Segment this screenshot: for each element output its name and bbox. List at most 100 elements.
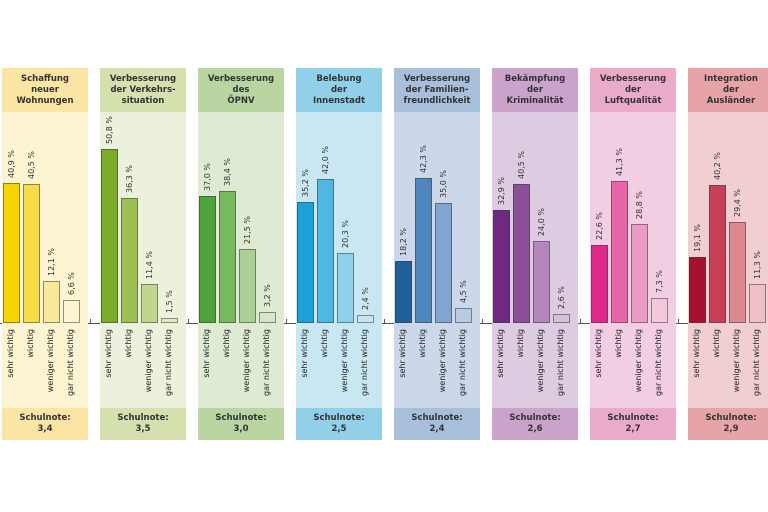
data-label: 6,6 % [67,272,76,296]
grade-footer: Schulnote: 3,4 [2,408,88,440]
category-label: sehr wichtig [6,329,15,378]
bar-sehr-wichtig [297,202,314,323]
grade-footer: Schulnote: 2,4 [394,408,480,440]
bar-wichtig [23,184,40,323]
grade-value: 2,7 [625,424,641,434]
data-label: 32,9 % [497,177,506,206]
chart-panel: Verbesserung der Verkehrs- situation Schu… [100,68,186,440]
bar-weniger-wichtig [533,240,550,323]
category-label: wichtig [124,329,133,358]
category-label: gar nicht wichtig [164,329,173,396]
grade-value: 3,5 [135,424,151,434]
data-label: 11,4 % [145,250,154,279]
bar-wichtig [415,177,432,323]
bar-sehr-wichtig [689,257,706,323]
data-label: 4,5 % [459,279,468,303]
data-label: 18,2 % [399,227,408,256]
data-label: 19,1 % [693,224,702,253]
data-label: 42,0 % [321,145,330,174]
bar-gar-nicht-wichtig [63,300,80,323]
axis-tick [678,319,679,324]
bar-wichtig [121,198,138,323]
bar-sehr-wichtig [3,182,20,323]
grade-label: Schulnote: [117,413,169,423]
axis-tick [580,319,581,324]
chart-panel: Belebung der Innenstadt Schulnote: 2,5 35,2… [296,68,382,440]
category-label: wichtig [222,329,231,358]
grade-label: Schulnote: [705,413,757,423]
category-label: gar nicht wichtig [458,329,467,396]
panel-title: Verbesserung des ÖPNV [198,68,284,112]
grade-value: 2,6 [527,424,543,434]
axis-tick [188,319,189,324]
axis-tick [286,319,287,324]
bar-sehr-wichtig [101,148,118,323]
category-label: gar nicht wichtig [262,329,271,396]
data-label: 50,8 % [105,115,114,144]
bar-gar-nicht-wichtig [455,307,472,323]
data-label: 12,1 % [47,248,56,277]
chart-panel: Integration der Ausländer Schulnote: 2,9 19… [688,68,768,440]
bar-weniger-wichtig [435,202,452,323]
category-label: sehr wichtig [496,329,505,378]
category-label: wichtig [614,329,623,358]
bar-sehr-wichtig [591,245,608,323]
grade-value: 3,0 [233,424,249,434]
category-label: weniger wichtig [46,329,55,393]
category-label: wichtig [418,329,427,358]
bar-weniger-wichtig [43,281,60,323]
category-label: wichtig [320,329,329,358]
axis-tick [482,319,483,324]
category-label: sehr wichtig [202,329,211,378]
grade-footer: Schulnote: 2,9 [688,408,768,440]
category-label: sehr wichtig [594,329,603,378]
grade-label: Schulnote: [607,413,659,423]
category-label: gar nicht wichtig [752,329,761,396]
bar-wichtig [219,191,236,323]
panel-title: Belebung der Innenstadt [296,68,382,112]
category-label: gar nicht wichtig [556,329,565,396]
axis-tick [90,319,91,324]
bar-weniger-wichtig [729,222,746,323]
category-label: weniger wichtig [634,329,643,393]
category-label: sehr wichtig [398,329,407,378]
data-label: 7,3 % [655,270,664,293]
panel-title: Verbesserung der Familien- freundlichkei… [394,68,480,112]
category-label: wichtig [516,329,525,358]
grade-label: Schulnote: [411,413,463,423]
data-label: 20,3 % [341,220,350,249]
grade-footer: Schulnote: 2,6 [492,408,578,440]
bar-gar-nicht-wichtig [651,297,668,323]
data-label: 38,4 % [223,158,232,187]
data-label: 36,3 % [125,165,134,194]
category-label: sehr wichtig [104,329,113,378]
grade-value: 2,4 [429,424,445,434]
data-label: 28,8 % [635,191,644,220]
panel-title: Verbesserung der Verkehrs- situation [100,68,186,112]
category-label: weniger wichtig [438,329,447,393]
grade-label: Schulnote: [19,413,71,423]
category-label: sehr wichtig [692,329,701,378]
grade-value: 3,4 [37,424,53,434]
data-label: 40,9 % [7,149,16,178]
bar-wichtig [513,184,530,323]
category-label: wichtig [26,329,35,358]
bar-gar-nicht-wichtig [357,314,374,323]
grade-label: Schulnote: [313,413,365,423]
data-label: 2,4 % [361,286,370,310]
data-label: 40,2 % [713,152,722,181]
data-label: 11,3 % [753,251,762,280]
data-label: 37,0 % [203,163,212,192]
panel-title: Integration der Ausländer [688,68,768,112]
data-label: 2,6 % [557,286,566,310]
bar-gar-nicht-wichtig [749,284,766,323]
data-label: 3,2 % [263,284,272,308]
panel-title: Bekämpfung der Kriminalität [492,68,578,112]
bar-gar-nicht-wichtig [161,317,178,323]
bar-gar-nicht-wichtig [553,314,570,323]
grade-footer: Schulnote: 3,5 [100,408,186,440]
category-label: weniger wichtig [340,329,349,393]
chart-panel: Schaffung neuer Wohnungen Schulnote: 3,4 40… [2,68,88,440]
bar-weniger-wichtig [141,283,158,323]
chart-panel: Verbesserung des ÖPNV Schulnote: 3,0 37,0 %… [198,68,284,440]
